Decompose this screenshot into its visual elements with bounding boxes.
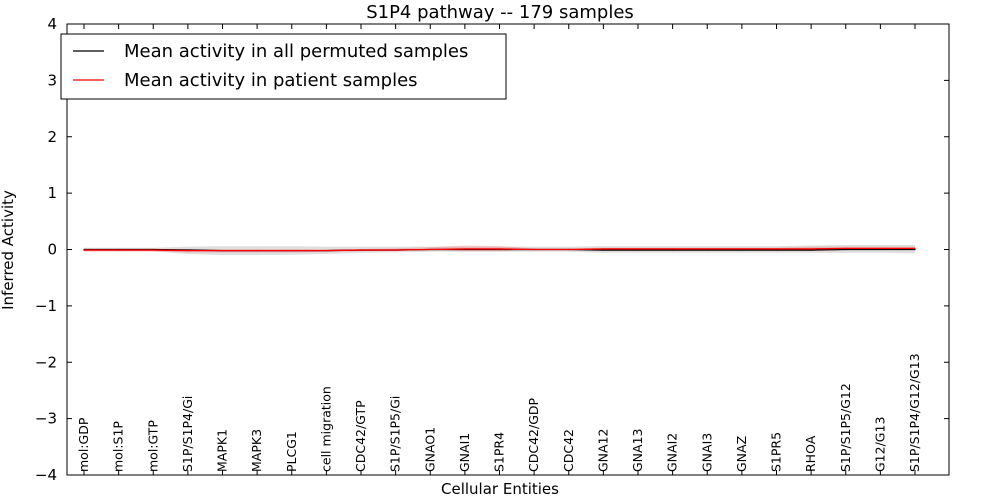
y-tick-label: 3 — [47, 71, 57, 89]
x-category-label: S1P/S1P4/Gi — [180, 396, 195, 472]
x-category-label: GNAZ — [734, 436, 749, 472]
legend-label-permuted: Mean activity in all permuted samples — [124, 41, 468, 62]
data-point — [845, 248, 847, 251]
data-point — [741, 249, 743, 251]
data-point — [602, 248, 604, 250]
data-point — [775, 249, 778, 251]
y-tick-label: −2 — [35, 353, 57, 371]
y-tick-label: −4 — [35, 466, 57, 484]
x-category-label: S1P/S1P5/Gi — [388, 396, 403, 472]
data-point — [810, 248, 812, 250]
y-tick-label: −3 — [35, 410, 57, 428]
data-point — [879, 247, 881, 249]
x-category-label: mol:S1P — [111, 421, 126, 472]
x-category-label: CDC42 — [561, 429, 576, 472]
data-point — [602, 249, 604, 251]
data-point — [464, 248, 466, 250]
series-lines — [83, 247, 916, 252]
data-point — [637, 249, 639, 251]
data-point — [221, 250, 224, 252]
data-point — [672, 249, 674, 251]
data-point — [706, 249, 708, 251]
chart-title: S1P4 pathway -- 179 samples — [366, 2, 634, 23]
data-point — [118, 249, 120, 251]
x-category-label: CDC42/GDP — [526, 397, 541, 472]
x-category-label: GNAI2 — [665, 433, 680, 472]
x-category-label: mol:GTP — [145, 420, 160, 472]
y-axis: −4 −3 −2 −1 0 1 2 3 4 — [35, 15, 949, 484]
y-tick-label: 1 — [47, 184, 57, 202]
data-point — [395, 249, 397, 251]
data-point — [325, 250, 327, 252]
data-point — [360, 249, 362, 251]
x-category-label: CDC42/GTP — [353, 400, 368, 472]
data-point — [914, 248, 916, 251]
x-category-label: S1P/S1P4/G12/G13 — [907, 353, 922, 472]
data-point — [498, 248, 501, 250]
data-point — [568, 248, 570, 251]
data-point — [741, 248, 743, 250]
legend-box — [60, 33, 507, 100]
x-category-label: S1PR4 — [492, 432, 507, 472]
data-point — [775, 248, 778, 250]
y-axis-title: Inferred Activity — [0, 190, 17, 310]
data-point — [533, 248, 535, 251]
x-category-label: GNA12 — [595, 429, 610, 473]
x-category-label: cell migration — [318, 386, 333, 472]
data-point — [187, 250, 189, 252]
x-category-label: PLCG1 — [284, 431, 299, 472]
data-point — [291, 250, 293, 252]
x-category-label: G12/G13 — [872, 417, 887, 472]
x-category-label: GNAO1 — [422, 427, 437, 472]
x-category-label: GNAI1 — [457, 433, 472, 472]
y-tick-label: −1 — [35, 297, 57, 315]
y-tick-label: 2 — [47, 128, 57, 146]
data-point — [256, 250, 258, 252]
y-tick-label: 0 — [47, 241, 57, 259]
legend-label-patient: Mean activity in patient samples — [124, 70, 418, 91]
data-point — [914, 247, 916, 249]
data-point — [810, 249, 812, 251]
data-point — [152, 249, 154, 251]
x-category-label: RHOA — [803, 435, 818, 472]
legend: Mean activity in all permuted samples Me… — [60, 33, 507, 100]
x-category-label: S1P/S1P5/G12 — [838, 383, 853, 472]
y-tick-label: 4 — [47, 15, 57, 33]
data-point — [706, 248, 708, 250]
x-category-label: mol:GDP — [76, 417, 91, 472]
x-category-label: MAPK3 — [249, 429, 264, 472]
x-category-label: S1PR5 — [769, 432, 784, 472]
data-point — [83, 249, 85, 251]
data-point — [429, 248, 431, 251]
x-axis-title: Cellular Entities — [441, 480, 559, 498]
data-point — [845, 247, 847, 249]
data-point — [879, 248, 881, 251]
plot-frame — [66, 23, 950, 476]
x-axis: mol:GDP mol:S1P mol:GTP S1P/S1P4/Gi MAPK1 MAP… — [76, 24, 922, 475]
data-point — [637, 248, 639, 250]
x-category-label: MAPK1 — [215, 429, 230, 472]
x-category-label: GNAI3 — [699, 433, 714, 472]
data-point — [672, 248, 674, 250]
x-category-label: GNA13 — [630, 429, 645, 473]
